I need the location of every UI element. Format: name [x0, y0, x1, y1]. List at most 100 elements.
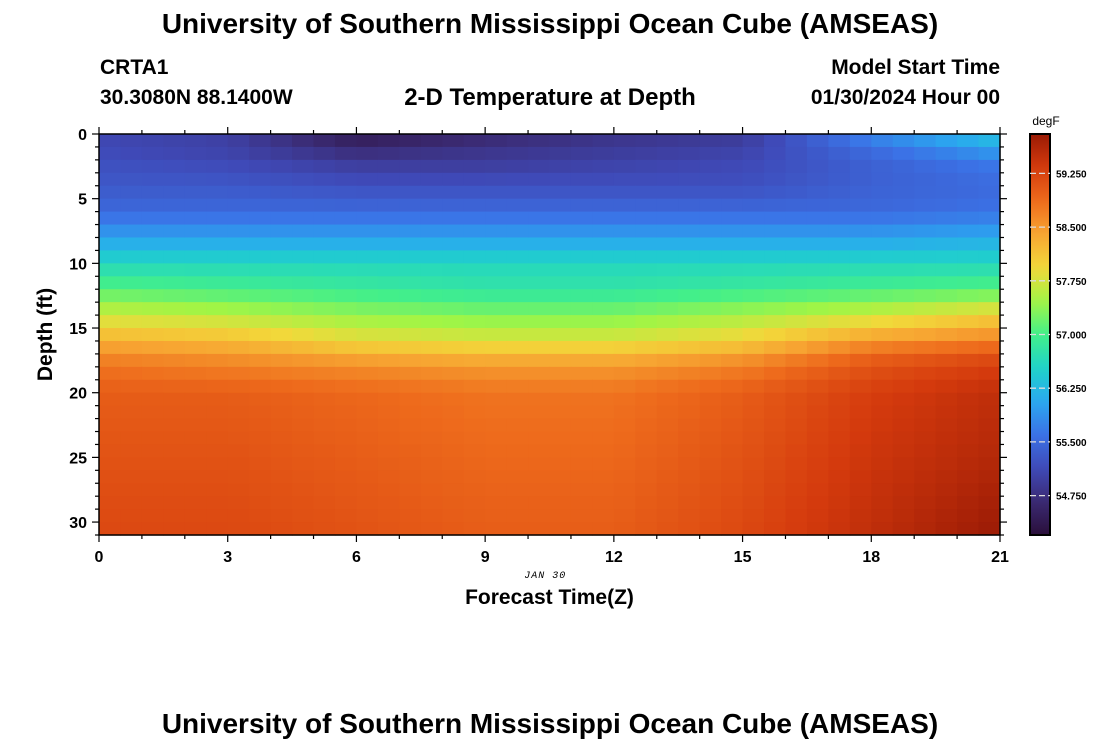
heatmap-cell	[141, 263, 164, 277]
colorbar-tick-label: 54.750	[1056, 492, 1087, 503]
heatmap-cell	[270, 457, 293, 471]
heatmap-cell	[206, 522, 229, 536]
heatmap-cell	[206, 224, 229, 239]
heatmap-cell	[699, 159, 722, 174]
y-tick-label: 15	[69, 321, 87, 338]
heatmap-cell	[721, 276, 744, 290]
heatmap-cell	[806, 353, 829, 368]
heatmap-cell	[871, 198, 894, 213]
heatmap-cell	[206, 276, 229, 290]
heatmap-cell	[570, 379, 593, 394]
heatmap-cell	[957, 457, 980, 471]
heatmap-cell	[206, 250, 229, 264]
heatmap-cell	[227, 392, 250, 407]
heatmap-cell	[914, 522, 937, 536]
heatmap-cell	[549, 315, 572, 329]
heatmap-cell	[764, 392, 787, 407]
heatmap-cell	[420, 418, 443, 433]
heatmap-cell	[163, 418, 186, 433]
heatmap-cell	[463, 211, 486, 226]
heatmap-cell	[892, 379, 915, 394]
heatmap-cell	[506, 340, 529, 355]
heatmap-cell	[935, 198, 958, 213]
heatmap-cell	[549, 340, 572, 355]
heatmap-cell	[399, 340, 422, 355]
heatmap-cell	[528, 276, 551, 290]
heatmap-cell	[592, 237, 615, 252]
heatmap-cell	[99, 224, 122, 239]
heatmap-cell	[377, 172, 400, 187]
heatmap-cell	[506, 483, 529, 497]
heatmap-cell	[506, 444, 529, 458]
y-tick-label: 25	[69, 450, 87, 467]
heatmap-cell	[871, 276, 894, 290]
heatmap-cell	[377, 457, 400, 471]
heatmap-cell	[699, 405, 722, 420]
heatmap-cell	[206, 328, 229, 342]
heatmap-cell	[313, 418, 336, 433]
heatmap-cell	[334, 172, 358, 187]
heatmap-cell	[978, 302, 1001, 316]
heatmap-cell	[635, 250, 658, 264]
heatmap-cell	[699, 366, 722, 381]
heatmap-cell	[377, 211, 400, 226]
y-tick-label: 5	[78, 192, 87, 209]
heatmap-cell	[120, 405, 143, 420]
heatmap-cell	[935, 146, 958, 161]
heatmap-cell	[420, 392, 443, 407]
heatmap-cell	[592, 172, 615, 187]
heatmap-cell	[656, 198, 679, 213]
heatmap-cell	[871, 302, 894, 316]
heatmap-cell	[292, 159, 315, 174]
heatmap-cell	[935, 134, 958, 148]
heatmap-cell	[292, 509, 315, 523]
heatmap-cell	[957, 509, 980, 523]
heatmap-cell	[313, 211, 336, 226]
heatmap-cell	[528, 496, 551, 510]
heatmap-cell	[227, 211, 250, 226]
heatmap-cell	[978, 444, 1001, 458]
heatmap-cell	[549, 250, 572, 264]
heatmap-cell	[764, 366, 787, 381]
heatmap-cell	[978, 250, 1001, 264]
heatmap-cell	[334, 224, 358, 239]
heatmap-cell	[828, 302, 851, 316]
heatmap-cell	[742, 289, 765, 303]
heatmap-cell	[549, 379, 572, 394]
heatmap-cell	[549, 483, 572, 497]
heatmap-cell	[270, 198, 293, 213]
heatmap-cell	[485, 418, 508, 433]
x-tick-label: 18	[862, 549, 880, 566]
heatmap-cell	[292, 340, 315, 355]
heatmap-cell	[978, 366, 1001, 381]
heatmap-cell	[528, 146, 551, 161]
heatmap-cell	[227, 509, 250, 523]
heatmap-cell	[806, 276, 829, 290]
heatmap-cell	[935, 405, 958, 420]
heatmap-cell	[506, 328, 529, 342]
heatmap-cell	[485, 470, 508, 484]
heatmap-cell	[764, 522, 787, 536]
heatmap-cell	[699, 315, 722, 329]
heatmap-cell	[442, 392, 465, 407]
heatmap-cell	[463, 250, 486, 264]
heatmap-cell	[678, 185, 701, 200]
heatmap-cell	[356, 198, 379, 213]
heatmap-cell	[463, 444, 486, 458]
heatmap-cell	[549, 289, 572, 303]
heatmap-cell	[892, 315, 915, 329]
heatmap-cell	[613, 146, 636, 161]
heatmap-cell	[313, 431, 336, 446]
heatmap-cell	[313, 315, 336, 329]
heatmap-cell	[764, 470, 787, 484]
model-start-label: Model Start Time	[831, 56, 1000, 79]
heatmap-cell	[206, 315, 229, 329]
heatmap-cell	[485, 198, 508, 213]
heatmap-cell	[356, 237, 379, 252]
heatmap-cell	[463, 483, 486, 497]
heatmap-cell	[721, 444, 744, 458]
heatmap-cell	[356, 224, 379, 239]
heatmap-cell	[313, 302, 336, 316]
heatmap-cell	[699, 444, 722, 458]
heatmap-cell	[270, 483, 293, 497]
